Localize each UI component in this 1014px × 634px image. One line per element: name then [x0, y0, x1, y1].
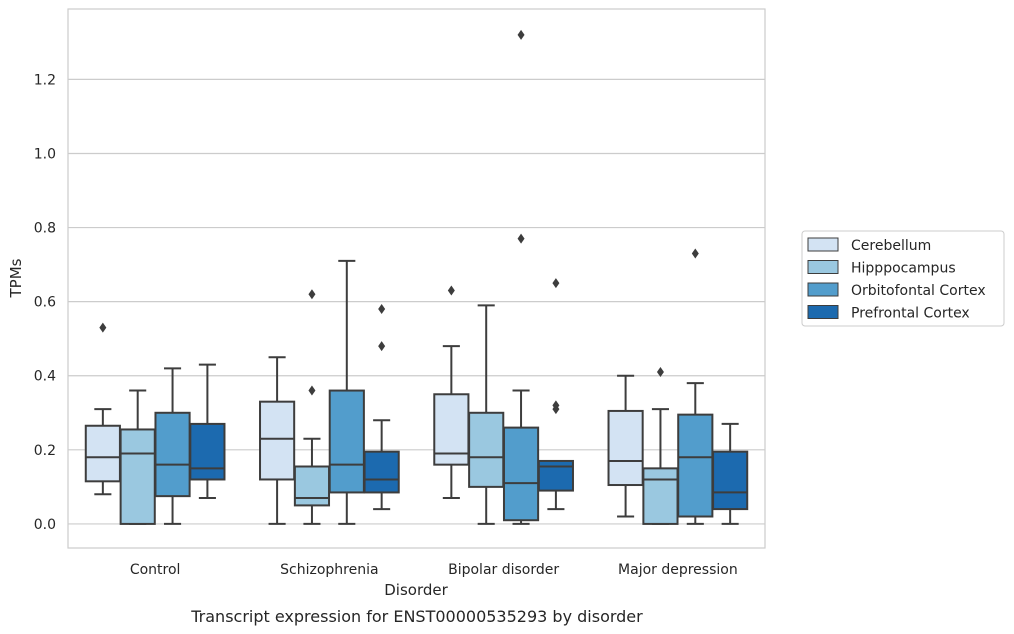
box-iqr: [677, 413, 714, 518]
box-4-1: [607, 374, 644, 518]
box-4-2: [642, 367, 679, 525]
box-1-2: [119, 389, 156, 525]
x-tick-label: Major depression: [618, 562, 738, 578]
box-iqr: [293, 465, 331, 507]
box-3-2: [468, 304, 505, 525]
box-3-3: [502, 29, 540, 525]
y-tick-labels: 0.0 0.2 0.4 0.6 0.8 1.0 1.2: [34, 72, 56, 533]
outlier-point: [447, 285, 455, 296]
outlier-point: [308, 289, 316, 300]
outlier-point: [378, 341, 386, 352]
outlier-point: [99, 322, 107, 333]
outlier-point: [552, 400, 560, 411]
box-iqr: [259, 400, 296, 481]
legend-label: Orbitofontal Cortex: [851, 283, 986, 299]
outlier-point: [517, 29, 525, 40]
y-tick-label: 0.6: [34, 295, 56, 311]
box-1-1: [84, 322, 121, 496]
box-2-1: [259, 356, 296, 525]
box-3-4: [537, 278, 574, 511]
legend-frame: [801, 230, 1005, 327]
box-iqr: [328, 389, 365, 494]
box-groups: [84, 29, 749, 525]
legend: Cerebellum Hipppocampus Orbitofontal Corte…: [801, 230, 1005, 327]
box-iqr: [502, 426, 540, 522]
x-tick-label: Control: [130, 562, 181, 578]
box-iqr: [84, 424, 121, 483]
x-tick-labels: Control Schizophrenia Bipolar disorder Majo…: [130, 562, 738, 578]
box-1-4: [189, 363, 226, 499]
legend-swatch: [807, 305, 839, 319]
outlier-point: [378, 304, 386, 315]
legend-label: Cerebellum: [851, 238, 931, 254]
box-3-1: [433, 285, 470, 499]
outlier-point: [552, 278, 560, 289]
box-iqr: [607, 409, 644, 487]
box-iqr: [363, 450, 400, 494]
legend-swatch: [807, 260, 839, 274]
y-tick-label: 1.0: [34, 146, 56, 162]
y-tick-label: 0.8: [34, 221, 56, 237]
box-4-3: [677, 248, 714, 525]
box-2-3: [328, 259, 365, 525]
box-2-4: [363, 304, 400, 511]
y-tick-label: 1.2: [34, 72, 56, 88]
box-iqr: [119, 428, 156, 525]
box-iqr: [154, 411, 191, 498]
box-iqr: [468, 411, 505, 488]
plot-frame: [67, 8, 766, 549]
x-axis-label: Disorder: [384, 581, 448, 599]
outlier-point: [517, 233, 525, 244]
outlier-point: [308, 385, 316, 396]
outlier-point: [656, 367, 664, 378]
x-tick-label: Schizophrenia: [280, 562, 378, 578]
x-tick-label: Bipolar disorder: [448, 562, 559, 578]
box-iqr: [712, 450, 749, 511]
y-axis-label: TPMs: [7, 258, 25, 298]
legend-swatch: [807, 282, 839, 297]
box-iqr: [189, 422, 226, 481]
y-tick-label: 0.2: [34, 443, 56, 459]
y-tick-label: 0.0: [34, 517, 56, 533]
box-iqr: [537, 459, 574, 492]
box-2-2: [293, 289, 331, 525]
legend-label: Hipppocampus: [851, 261, 956, 277]
outlier-point: [691, 248, 699, 259]
legend-swatch: [807, 237, 839, 252]
chart-caption: Transcript expression for ENST0000053529…: [190, 607, 643, 626]
box-1-3: [154, 367, 191, 525]
box-4-4: [712, 422, 749, 525]
legend-label: Prefrontal Cortex: [851, 306, 970, 322]
y-tick-label: 0.4: [34, 369, 56, 385]
box-iqr: [642, 467, 679, 525]
